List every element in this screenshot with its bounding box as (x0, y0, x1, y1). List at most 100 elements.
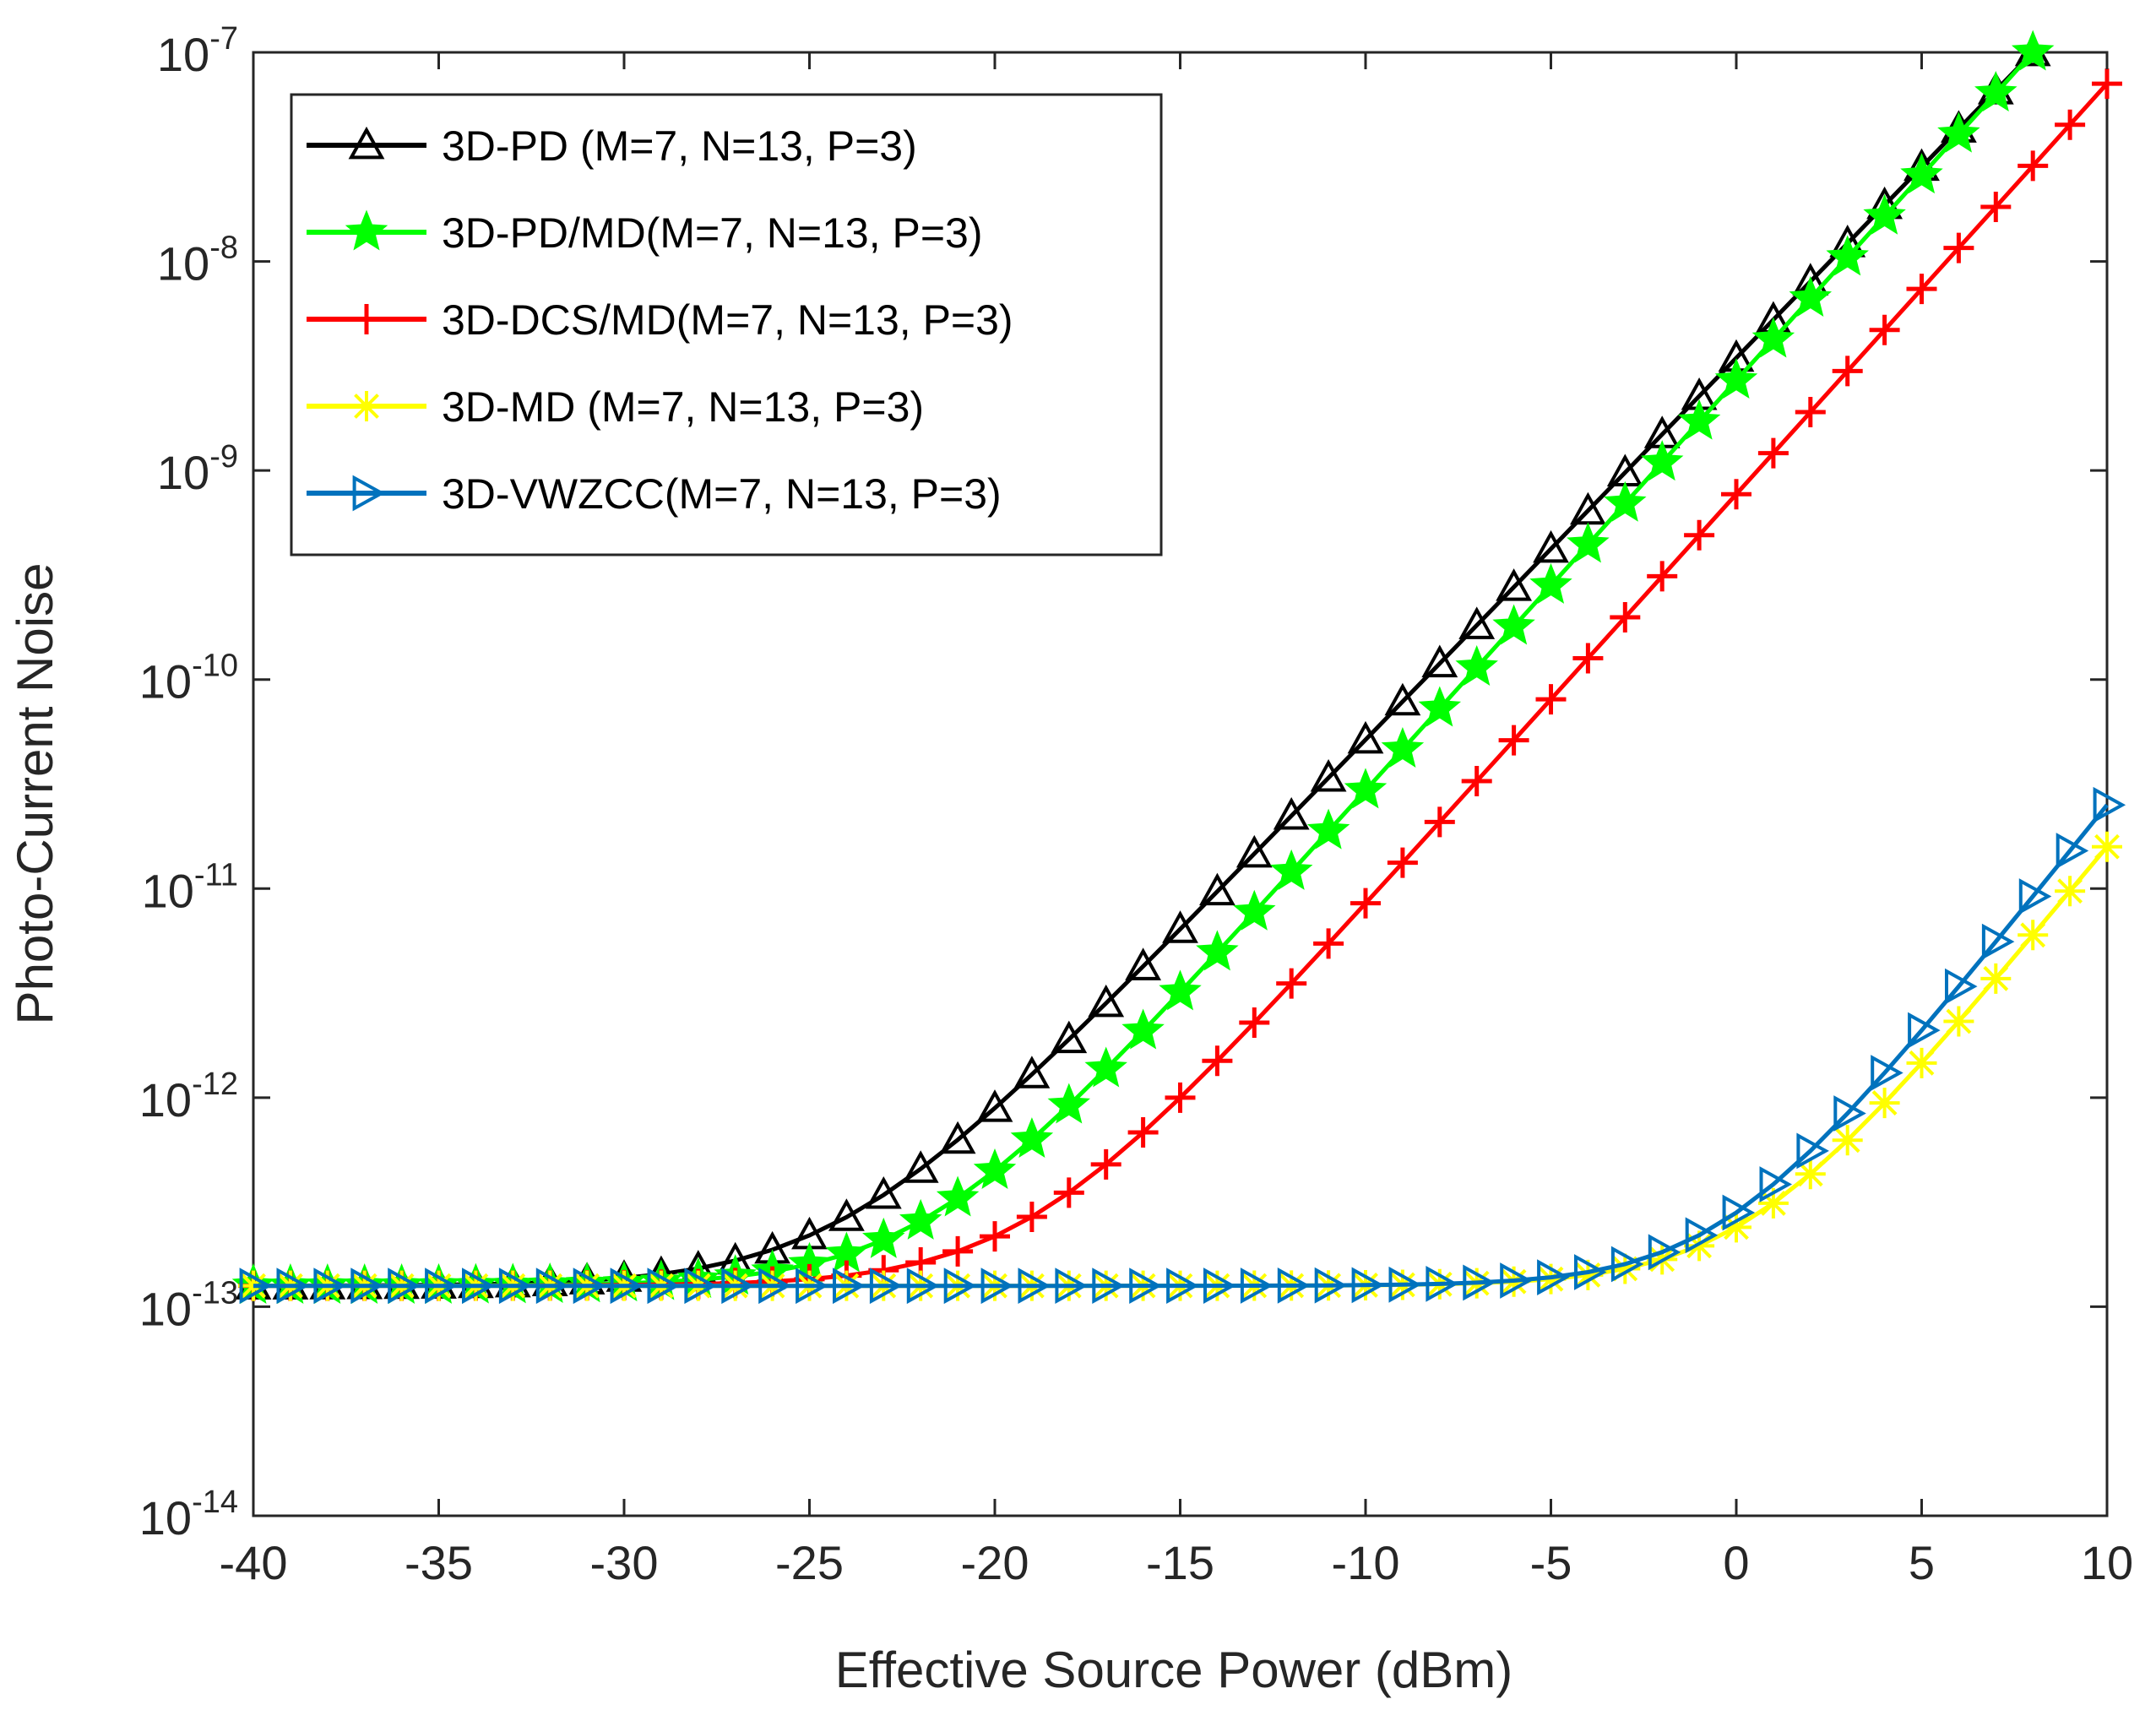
data-point (2092, 831, 2122, 862)
data-point (1202, 1045, 1233, 1077)
data-point (1013, 1056, 1051, 1088)
data-point (1350, 888, 1381, 919)
x-tick-label: -5 (1530, 1536, 1572, 1589)
data-point (721, 1268, 754, 1305)
legend-label: 3D-VWZCC(M=7, N=13, P=3) (442, 470, 1002, 518)
data-point (425, 1268, 458, 1305)
data-point (1685, 1217, 1719, 1254)
data-point (1943, 232, 1974, 263)
x-tick-label: -10 (1332, 1536, 1400, 1589)
data-point (862, 1217, 905, 1258)
data-point (1018, 1268, 1051, 1305)
data-point (350, 1268, 383, 1305)
data-point (1757, 437, 1789, 469)
data-point (684, 1268, 717, 1305)
data-point (1276, 968, 1307, 999)
data-point (1498, 725, 1529, 756)
data-point (1162, 910, 1198, 943)
data-point (1314, 1267, 1348, 1304)
data-point (1789, 275, 1833, 317)
data-point (388, 1268, 421, 1305)
data-point (1240, 1268, 1274, 1304)
data-point (973, 1148, 1017, 1189)
data-point (980, 1221, 1010, 1252)
data-point (899, 1198, 942, 1240)
y-tick-label: 10-11 (142, 857, 238, 917)
data-point (1943, 1006, 1974, 1037)
data-point (2018, 150, 2049, 182)
data-point (1199, 872, 1235, 906)
data-point (833, 1268, 866, 1305)
y-tick-label: 10-8 (157, 231, 238, 290)
data-point (1832, 1125, 1863, 1156)
y-tick-label: 10-13 (139, 1275, 238, 1335)
data-point (1387, 847, 1418, 878)
data-point (1759, 1166, 1793, 1202)
x-tick-label: 10 (2081, 1536, 2133, 1589)
data-point (1832, 356, 1863, 387)
data-point (1090, 1148, 1121, 1180)
data-point (2018, 920, 2049, 951)
data-point (1722, 1194, 1756, 1231)
data-point (943, 1268, 977, 1305)
data-point (1269, 849, 1313, 890)
data-point (348, 126, 385, 160)
data-point (1053, 1177, 1084, 1208)
legend-label: 3D-PD/MD(M=7, N=13, P=3) (442, 209, 982, 257)
data-point (535, 1268, 569, 1305)
data-point (1721, 479, 1751, 510)
data-point (1092, 1268, 1125, 1305)
x-tick-label: -20 (961, 1536, 1029, 1589)
data-point (1196, 930, 1239, 971)
data-point (1233, 889, 1276, 931)
data-point (980, 1268, 1014, 1305)
data-point (796, 1268, 828, 1305)
data-point (1424, 806, 1455, 838)
data-point (351, 391, 382, 421)
data-point (1567, 522, 1610, 563)
data-point (1084, 1046, 1127, 1088)
data-point (1463, 1264, 1496, 1301)
data-point (239, 1268, 273, 1305)
x-tick-label: -25 (775, 1536, 844, 1589)
data-point (1980, 191, 2012, 222)
data-point (1757, 1187, 1789, 1219)
data-point (1310, 758, 1347, 792)
x-axis-ticks: -40 -35 -30 -25 -20 -15 -10 -5 0 5 10 (220, 52, 2133, 1589)
data-point (1421, 644, 1458, 678)
data-point (865, 1175, 902, 1209)
x-tick-label: 0 (1723, 1536, 1749, 1589)
legend: 3D-PD (M=7, N=13, P=3) 3D-PD/MD(M=7, N=13… (290, 93, 1163, 556)
data-point (902, 1150, 939, 1183)
x-tick-label: 5 (1909, 1536, 1935, 1589)
data-point (1347, 720, 1384, 754)
data-point (1129, 1268, 1162, 1305)
legend-label: 3D-DCS/MD(M=7, N=13, P=3) (442, 296, 1013, 344)
data-point (939, 1121, 976, 1154)
legend-item: 3D-PD/MD(M=7, N=13, P=3) (307, 209, 982, 257)
data-point (1529, 562, 1572, 604)
data-point (1937, 111, 1980, 153)
data-point (1239, 1007, 1270, 1039)
data-point (1610, 1253, 1641, 1284)
data-point (1945, 968, 1978, 1005)
data-point (1492, 604, 1535, 645)
data-point (1981, 923, 2015, 960)
data-point (1677, 399, 1721, 440)
data-point (1714, 358, 1758, 399)
data-point (647, 1268, 681, 1305)
data-point (869, 1268, 903, 1305)
data-point (1418, 686, 1462, 727)
data-point (1500, 1262, 1533, 1299)
data-point (1604, 480, 1647, 522)
data-point (1640, 440, 1684, 481)
y-axis-ticks: 10-14 10-13 10-12 10-11 10-10 10-9 10-8 10-7 (139, 21, 2107, 1544)
data-point (1496, 568, 1532, 601)
data-point (1572, 643, 1604, 674)
data-point (345, 209, 388, 251)
data-point (351, 304, 382, 334)
data-point (1235, 834, 1273, 868)
data-point (1906, 274, 1937, 305)
data-point (1344, 768, 1388, 809)
